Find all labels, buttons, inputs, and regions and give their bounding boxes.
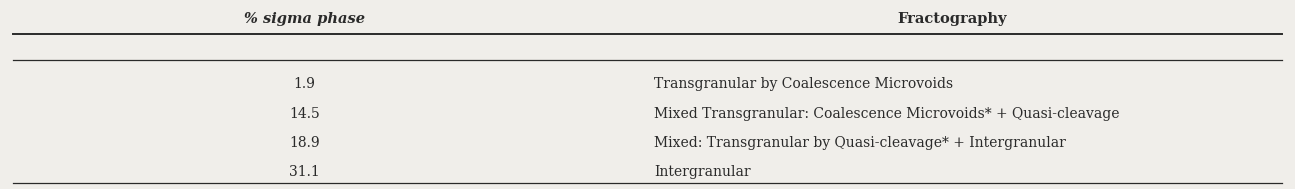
Text: 18.9: 18.9 <box>289 136 320 150</box>
Text: % sigma phase: % sigma phase <box>243 12 365 26</box>
Text: 14.5: 14.5 <box>289 107 320 121</box>
Text: Mixed Transgranular: Coalescence Microvoids* + Quasi-cleavage: Mixed Transgranular: Coalescence Microvo… <box>654 107 1119 121</box>
Text: 1.9: 1.9 <box>294 77 315 91</box>
Text: 31.1: 31.1 <box>289 165 320 179</box>
Text: Transgranular by Coalescence Microvoids: Transgranular by Coalescence Microvoids <box>654 77 953 91</box>
Text: Fractography: Fractography <box>897 12 1006 26</box>
Text: Mixed: Transgranular by Quasi-cleavage* + Intergranular: Mixed: Transgranular by Quasi-cleavage* … <box>654 136 1066 150</box>
Text: Intergranular: Intergranular <box>654 165 751 179</box>
